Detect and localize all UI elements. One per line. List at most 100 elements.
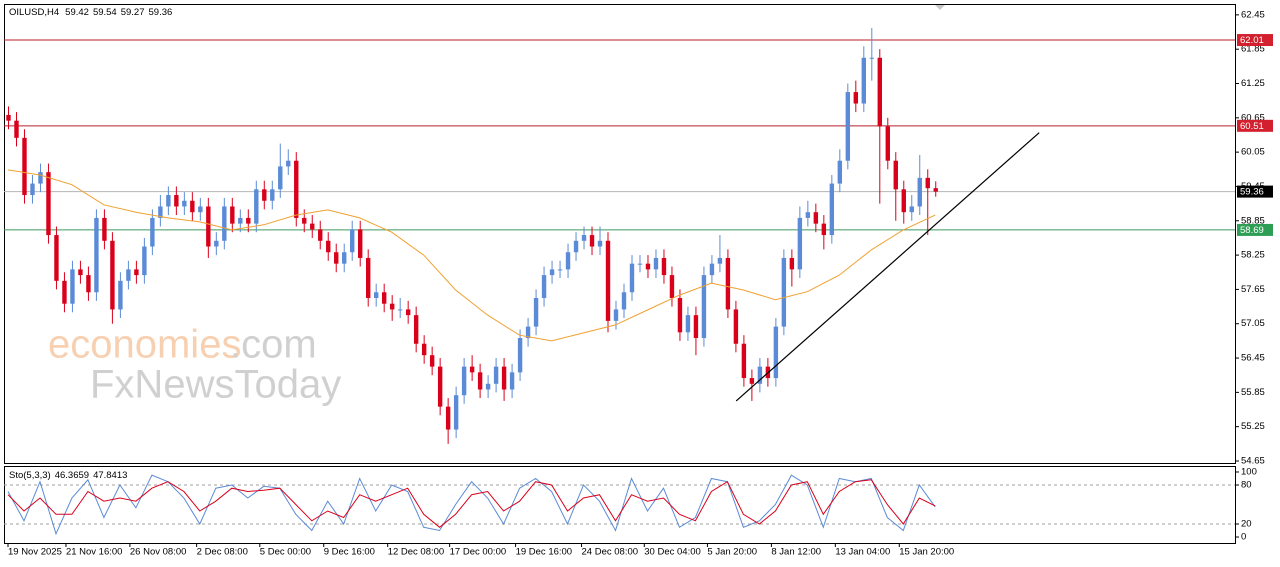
x-tick-label: 8 Jan 12:00 bbox=[771, 547, 821, 558]
candle-body bbox=[733, 309, 739, 344]
candle-body bbox=[661, 257, 667, 276]
stoch-line bbox=[7, 474, 936, 536]
grid bbox=[4, 39, 1235, 525]
y-tick-label: 55.25 bbox=[1241, 421, 1265, 432]
candle-body bbox=[717, 257, 723, 264]
candle-body bbox=[725, 257, 731, 310]
y-tick-label: 58.25 bbox=[1241, 250, 1265, 261]
y-tick-label: 100 bbox=[1241, 466, 1257, 477]
candle-body bbox=[238, 217, 243, 224]
candle-body bbox=[366, 257, 371, 298]
candle-body bbox=[278, 166, 283, 190]
y-tick-label: 61.85 bbox=[1241, 44, 1265, 55]
candle-body bbox=[397, 309, 403, 311]
trendline bbox=[735, 132, 1040, 402]
y-tick-label: 56.45 bbox=[1241, 353, 1265, 364]
candle-body bbox=[198, 206, 203, 213]
candle-body bbox=[589, 235, 595, 247]
candle-body bbox=[709, 263, 715, 276]
candle-body bbox=[773, 326, 779, 379]
ohlc-high: 59.54 bbox=[93, 7, 117, 18]
candle-body bbox=[70, 269, 75, 304]
candle-body bbox=[166, 195, 171, 207]
x-tick-label: 17 Dec 00:00 bbox=[450, 547, 507, 558]
watermark-text: FxNewsToday bbox=[90, 363, 341, 407]
candle-body bbox=[14, 120, 19, 138]
candle-body bbox=[326, 240, 331, 253]
candle-body bbox=[621, 292, 627, 310]
ohlc-open: 59.42 bbox=[65, 7, 89, 18]
candle-body bbox=[925, 177, 930, 189]
candle-body bbox=[62, 280, 67, 304]
level-label-bg bbox=[1237, 119, 1273, 132]
watermark-text: .com bbox=[230, 323, 317, 367]
candle-body bbox=[669, 275, 675, 298]
candle-body bbox=[134, 269, 139, 276]
candle-body bbox=[837, 160, 843, 184]
candle-body bbox=[581, 235, 587, 241]
candle-body bbox=[246, 217, 251, 224]
axes: 62.4561.8561.2560.6560.0559.4558.8558.25… bbox=[7, 9, 1273, 558]
watermark-text: economies bbox=[48, 323, 241, 367]
y-tick-label: 60.65 bbox=[1241, 112, 1265, 123]
candle-body bbox=[174, 195, 179, 207]
candle-body bbox=[541, 275, 547, 298]
candle-body bbox=[302, 217, 307, 224]
candle-body bbox=[126, 269, 131, 281]
ohlc-close: 59.36 bbox=[149, 7, 173, 18]
candle-body bbox=[493, 366, 499, 384]
chart-header: OILUSD,H4 59.42 59.54 59.27 59.36 bbox=[9, 7, 172, 18]
candle-body bbox=[190, 200, 195, 213]
candle-body bbox=[573, 240, 579, 253]
candle-body bbox=[46, 172, 51, 236]
x-tick-label: 24 Dec 08:00 bbox=[582, 547, 639, 558]
candle-body bbox=[845, 92, 851, 161]
k-value: 46.3659 bbox=[55, 470, 89, 481]
candle-body bbox=[222, 206, 227, 241]
candle-body bbox=[429, 355, 435, 367]
y-tick-label: 58.85 bbox=[1241, 215, 1265, 226]
candle-body bbox=[821, 223, 827, 236]
candle-body bbox=[54, 235, 59, 281]
candle-body bbox=[885, 126, 890, 161]
level-label-bg bbox=[1237, 223, 1273, 236]
moving-average bbox=[7, 169, 936, 342]
y-tick-label: 0 bbox=[1241, 532, 1246, 543]
candle-body bbox=[262, 189, 267, 201]
candle-body bbox=[909, 206, 914, 213]
candle-body bbox=[22, 137, 27, 196]
watermark: economies .com FxNewsToday bbox=[48, 323, 341, 407]
y-tick-label: 80 bbox=[1241, 480, 1252, 491]
candle-body bbox=[901, 189, 906, 213]
y-tick-label: 60.05 bbox=[1241, 147, 1265, 158]
candle-body bbox=[270, 189, 275, 201]
candle-body bbox=[254, 189, 259, 224]
candle-body bbox=[797, 217, 803, 270]
candle-body bbox=[893, 160, 898, 190]
candle-body bbox=[613, 309, 619, 321]
candle-body bbox=[342, 252, 347, 264]
candle-body bbox=[230, 206, 235, 224]
candle-body bbox=[206, 206, 211, 247]
candle-body bbox=[917, 177, 922, 207]
candle-body bbox=[350, 229, 355, 253]
x-tick-label: 30 Dec 04:00 bbox=[644, 547, 701, 558]
candle-body bbox=[853, 92, 859, 104]
level-label: 59.36 bbox=[1240, 187, 1264, 198]
candle-body bbox=[102, 217, 107, 241]
candle-body bbox=[477, 372, 483, 390]
candle-body bbox=[358, 229, 363, 258]
candle-body bbox=[629, 263, 635, 293]
candle-body bbox=[38, 172, 43, 184]
candle-body bbox=[685, 315, 691, 333]
candle-body bbox=[310, 223, 315, 230]
candle-body bbox=[549, 269, 555, 276]
candle-body bbox=[741, 343, 747, 379]
candle-body bbox=[861, 57, 867, 104]
candle-body bbox=[533, 297, 539, 327]
candle-body bbox=[525, 326, 531, 339]
level-label: 60.51 bbox=[1240, 121, 1264, 132]
candle-body bbox=[294, 160, 299, 218]
candle-body bbox=[509, 372, 515, 390]
